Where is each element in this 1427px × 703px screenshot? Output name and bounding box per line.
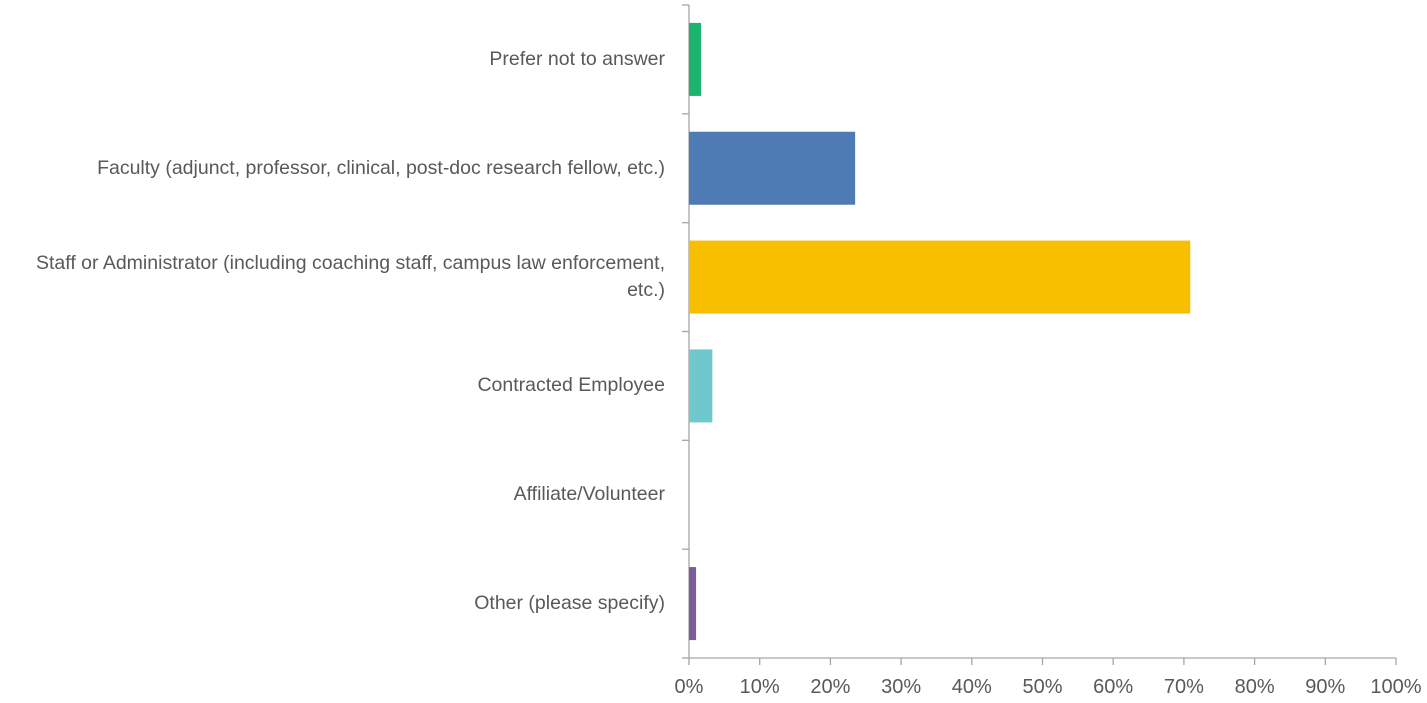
x-tick-label: 20% xyxy=(810,676,850,698)
bar xyxy=(689,22,702,96)
x-tick-label: 100% xyxy=(1370,676,1421,698)
x-tick-label: 40% xyxy=(952,676,992,698)
category-label: Prefer not to answer xyxy=(489,47,665,70)
bar xyxy=(689,240,1191,314)
bar xyxy=(689,131,856,205)
category-label: Other (please specify) xyxy=(474,592,665,615)
bar xyxy=(689,349,713,423)
category-label: Affiliate/Volunteer xyxy=(513,483,665,506)
x-tick-label: 0% xyxy=(675,676,704,698)
bar xyxy=(689,567,697,641)
category-label: Faculty (adjunct, professor, clinical, p… xyxy=(97,156,665,179)
x-tick-label: 30% xyxy=(881,676,921,698)
x-tick-label: 10% xyxy=(740,676,780,698)
category-label: Staff or Administrator (including coachi… xyxy=(35,252,665,302)
x-tick-label: 90% xyxy=(1305,676,1345,698)
category-label: Contracted Employee xyxy=(477,374,665,397)
x-tick-label: 60% xyxy=(1093,676,1133,698)
x-tick-label: 80% xyxy=(1235,676,1275,698)
x-tick-label: 50% xyxy=(1022,676,1062,698)
x-tick-label: 70% xyxy=(1164,676,1204,698)
